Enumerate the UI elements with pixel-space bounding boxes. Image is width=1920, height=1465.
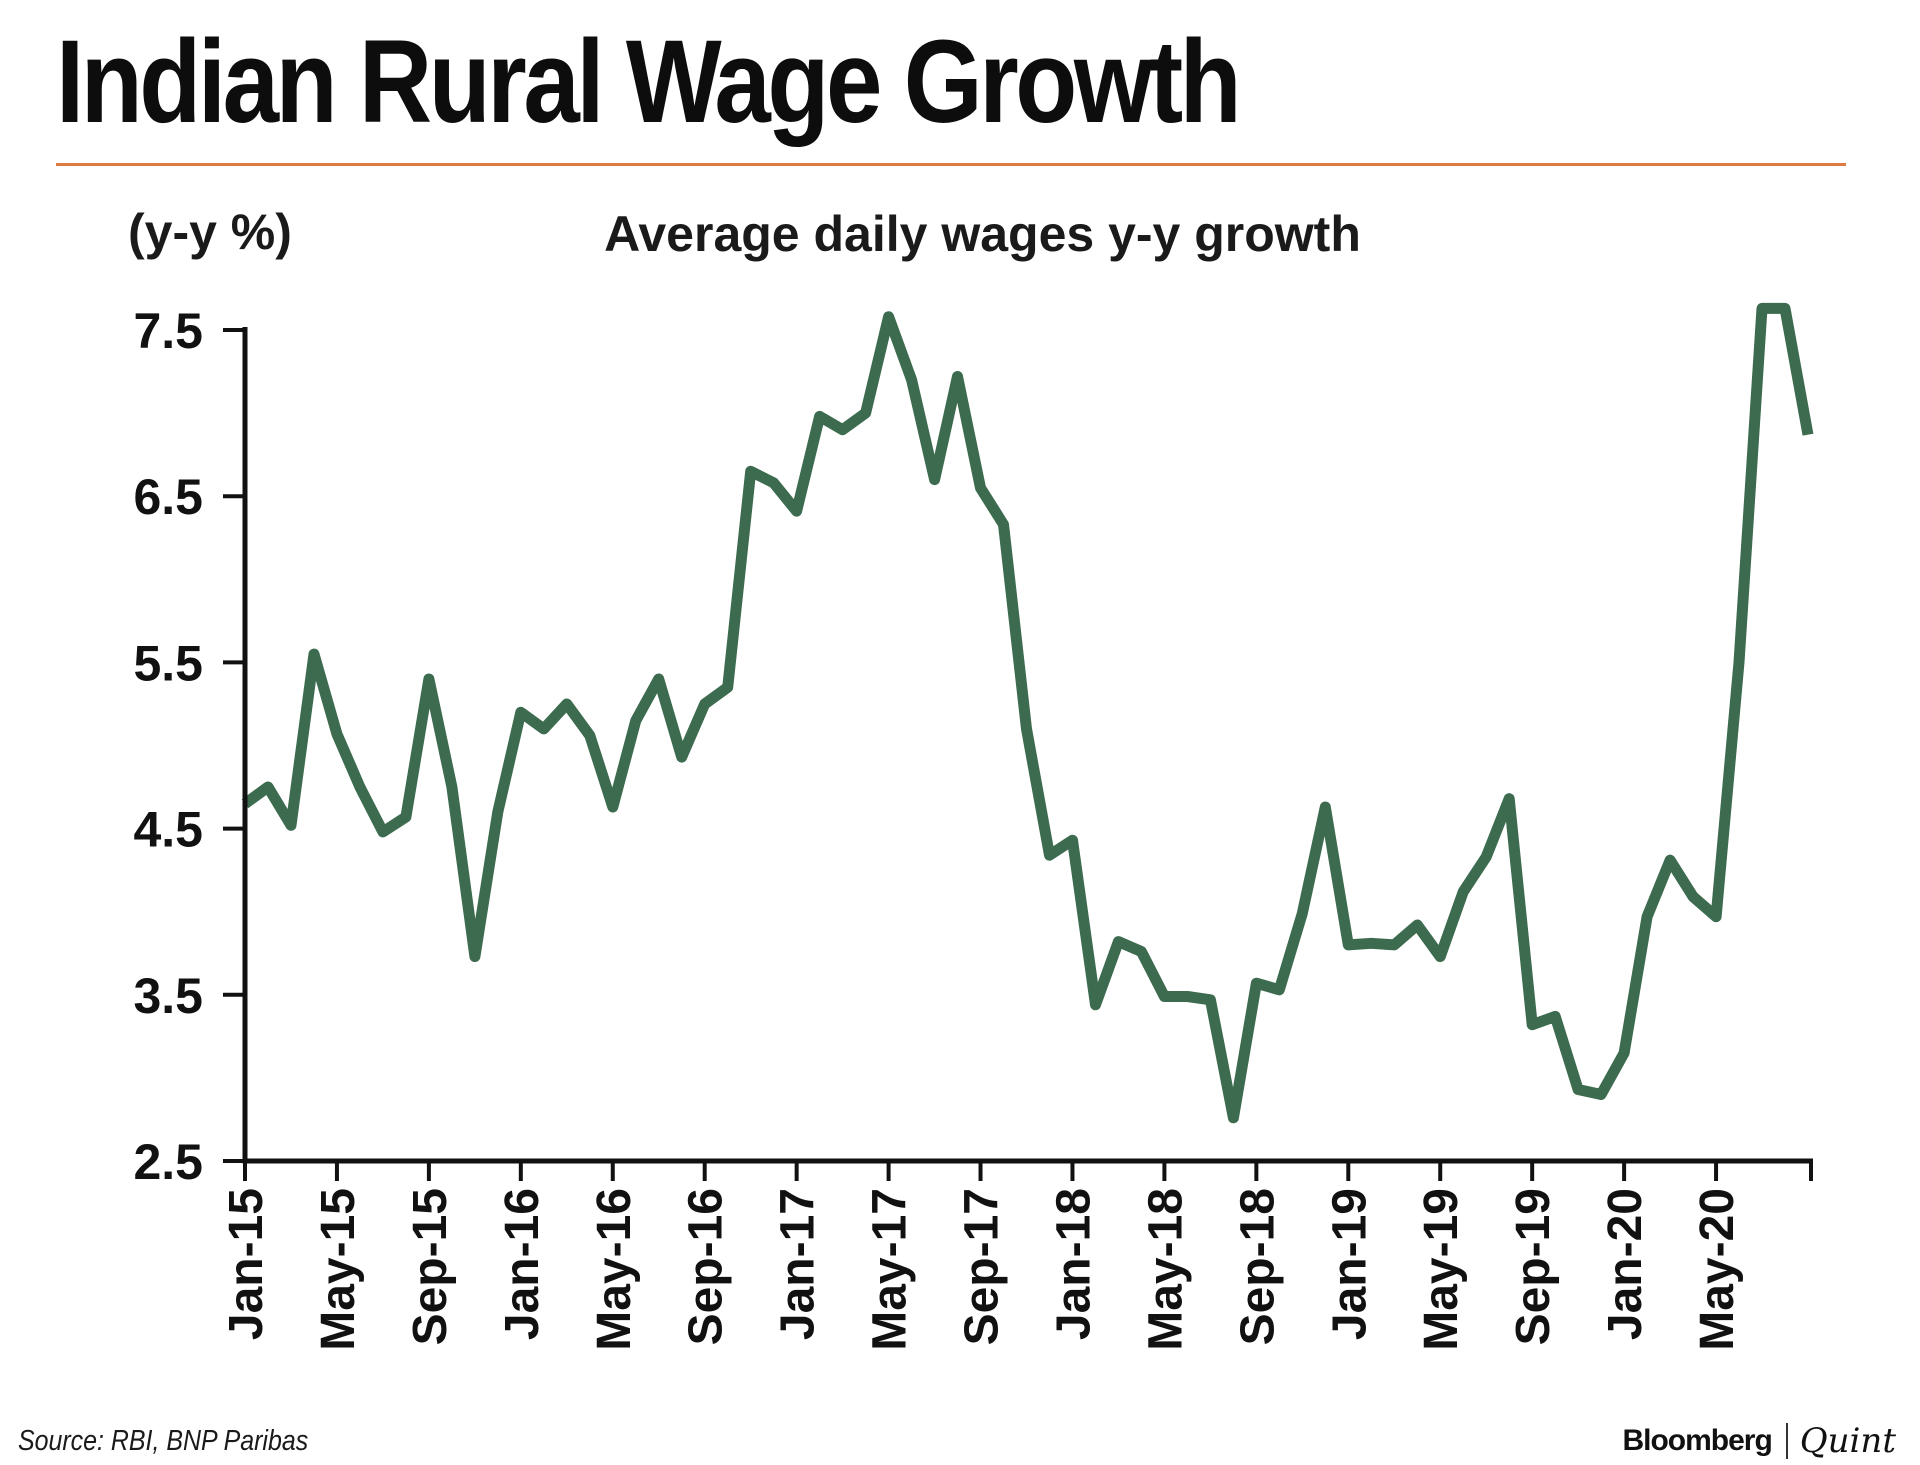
y-axis-unit-label: (y-y %) [128, 204, 292, 260]
x-tick-label: Jan-15 [220, 1188, 273, 1340]
logo-bloomberg-text: Bloomberg [1622, 1424, 1772, 1457]
source-note: Source: RBI, BNP Paribas [18, 1425, 309, 1457]
x-tick-label: Jan-18 [1047, 1188, 1100, 1340]
x-tick-label: May-16 [588, 1188, 641, 1351]
logo-quint-text: Quint [1799, 1421, 1896, 1461]
y-tick-labels-group: 2.5 3.5 4.5 5.5 6.5 7.5 [133, 303, 203, 1190]
chart-title: Indian Rural Wage Growth [56, 16, 1242, 148]
x-tick-label: Sep-19 [1507, 1188, 1560, 1345]
x-tick-label: Sep-17 [956, 1188, 1009, 1345]
series-line [241, 302, 1814, 1124]
y-tick-label: 3.5 [133, 968, 203, 1024]
x-tick-label: Sep-18 [1231, 1188, 1284, 1345]
x-tick-label: Sep-15 [404, 1188, 457, 1345]
y-tick-label: 6.5 [133, 469, 203, 525]
x-tick-label: May-20 [1691, 1188, 1744, 1351]
title-divider [56, 163, 1846, 166]
y-tick-label: 5.5 [133, 635, 203, 691]
x-tick-label: Jan-17 [772, 1188, 825, 1340]
logo-divider [1785, 1423, 1788, 1459]
axes-group [223, 327, 1813, 1181]
x-tick-label: Jan-16 [496, 1188, 549, 1340]
chart-subtitle: Average daily wages y-y growth [604, 206, 1361, 262]
bloomberg-quint-logo: Bloomberg Quint [1622, 1419, 1896, 1463]
x-tick-label: May-15 [312, 1188, 365, 1351]
y-tick-label: 7.5 [133, 303, 203, 359]
x-tick-label: May-17 [864, 1188, 917, 1351]
series-line-group [241, 302, 1814, 1124]
y-tick-label: 4.5 [133, 802, 203, 858]
x-tick-label: Sep-16 [680, 1188, 733, 1345]
x-tick-label: Jan-19 [1323, 1188, 1376, 1340]
y-tick-label: 2.5 [133, 1134, 203, 1190]
x-tick-label: Jan-20 [1599, 1188, 1652, 1340]
x-tick-labels-group: Jan-15 May-15 Sep-15 Jan-16 May-16 Sep-16 Jan-… [220, 1188, 1744, 1351]
x-tick-label: May-18 [1139, 1188, 1192, 1351]
x-tick-label: May-19 [1415, 1188, 1468, 1351]
